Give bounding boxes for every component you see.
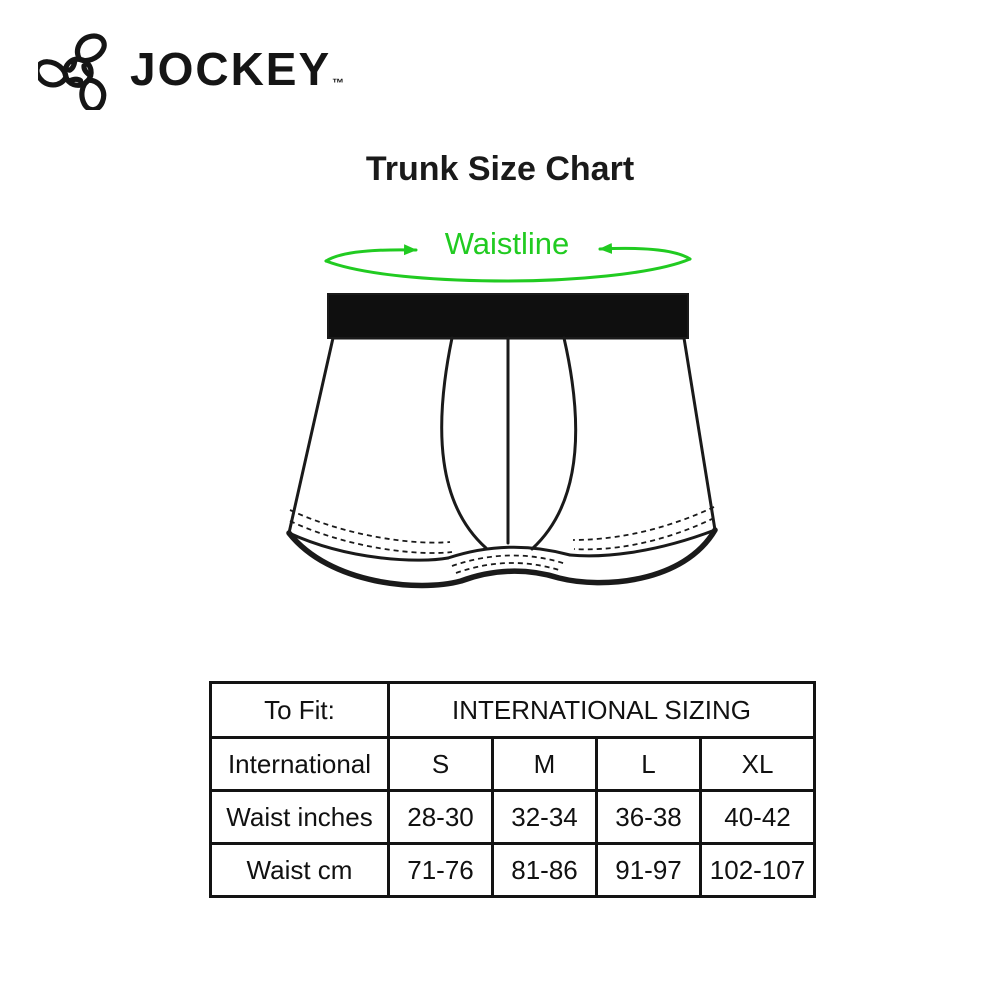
table-row-waist-cm: Waist cm 71-76 81-86 91-97 102-107 <box>209 842 817 898</box>
crotch-band-top-edge <box>446 545 572 560</box>
size-row-label: Waist cm <box>209 842 390 898</box>
size-table: To Fit: INTERNATIONAL SIZING Internation… <box>209 681 817 898</box>
right-leg-stitch-2 <box>573 517 715 551</box>
left-leg-stitch-2 <box>289 520 453 554</box>
table-row-waist-inches: Waist inches 28-30 32-34 36-38 40-42 <box>209 789 817 845</box>
size-value-cell: 28-30 <box>387 789 494 845</box>
size-value-cell: 40-42 <box>698 789 817 845</box>
trunk-waistband <box>327 293 689 339</box>
size-value-cell: XL <box>698 736 817 792</box>
right-pouch-seam <box>530 336 578 551</box>
hem-bottom-edge <box>286 527 718 589</box>
size-value-cell: 81-86 <box>491 842 598 898</box>
jockey-swirl-icon <box>38 33 107 110</box>
to-fit-header: To Fit: <box>209 681 390 739</box>
crotch-stitch-2 <box>455 562 563 574</box>
trunk-garment <box>286 293 718 589</box>
size-row-label: Waist inches <box>209 789 390 845</box>
left-leg-stitch-1 <box>289 509 451 544</box>
trademark-symbol: ™ <box>332 76 345 90</box>
waistline-arrow-left <box>324 244 418 263</box>
size-value-cell: S <box>387 736 494 792</box>
waistline-ellipse-bottom <box>324 257 692 283</box>
crotch-stitch-1 <box>451 554 567 567</box>
brand-logo: JOCKEY ™ <box>38 28 344 110</box>
size-value-cell: M <box>491 736 598 792</box>
table-header-row: To Fit: INTERNATIONAL SIZING <box>209 681 817 739</box>
international-sizing-header: INTERNATIONAL SIZING <box>386 681 817 739</box>
brand-name: JOCKEY <box>130 43 332 95</box>
left-pouch-seam <box>440 336 488 550</box>
right-leg-stitch-1 <box>572 506 715 541</box>
waistline-arrow-right <box>598 242 692 261</box>
table-row-international: International S M L XL <box>209 736 817 792</box>
waistline-callout: Waistline <box>324 226 692 283</box>
size-value-cell: 102-107 <box>698 842 817 898</box>
left-leg-hem-edge <box>287 531 450 562</box>
brand-wordmark: JOCKEY ™ <box>130 46 344 92</box>
size-value-cell: 71-76 <box>387 842 494 898</box>
size-row-label: International <box>209 736 390 792</box>
size-value-cell: 36-38 <box>595 789 702 845</box>
page-title: Trunk Size Chart <box>365 150 635 188</box>
size-value-cell: 91-97 <box>595 842 702 898</box>
waistline-label: Waistline <box>445 226 570 261</box>
size-value-cell: L <box>595 736 702 792</box>
right-leg-hem-edge <box>568 528 717 558</box>
size-value-cell: 32-34 <box>491 789 598 845</box>
